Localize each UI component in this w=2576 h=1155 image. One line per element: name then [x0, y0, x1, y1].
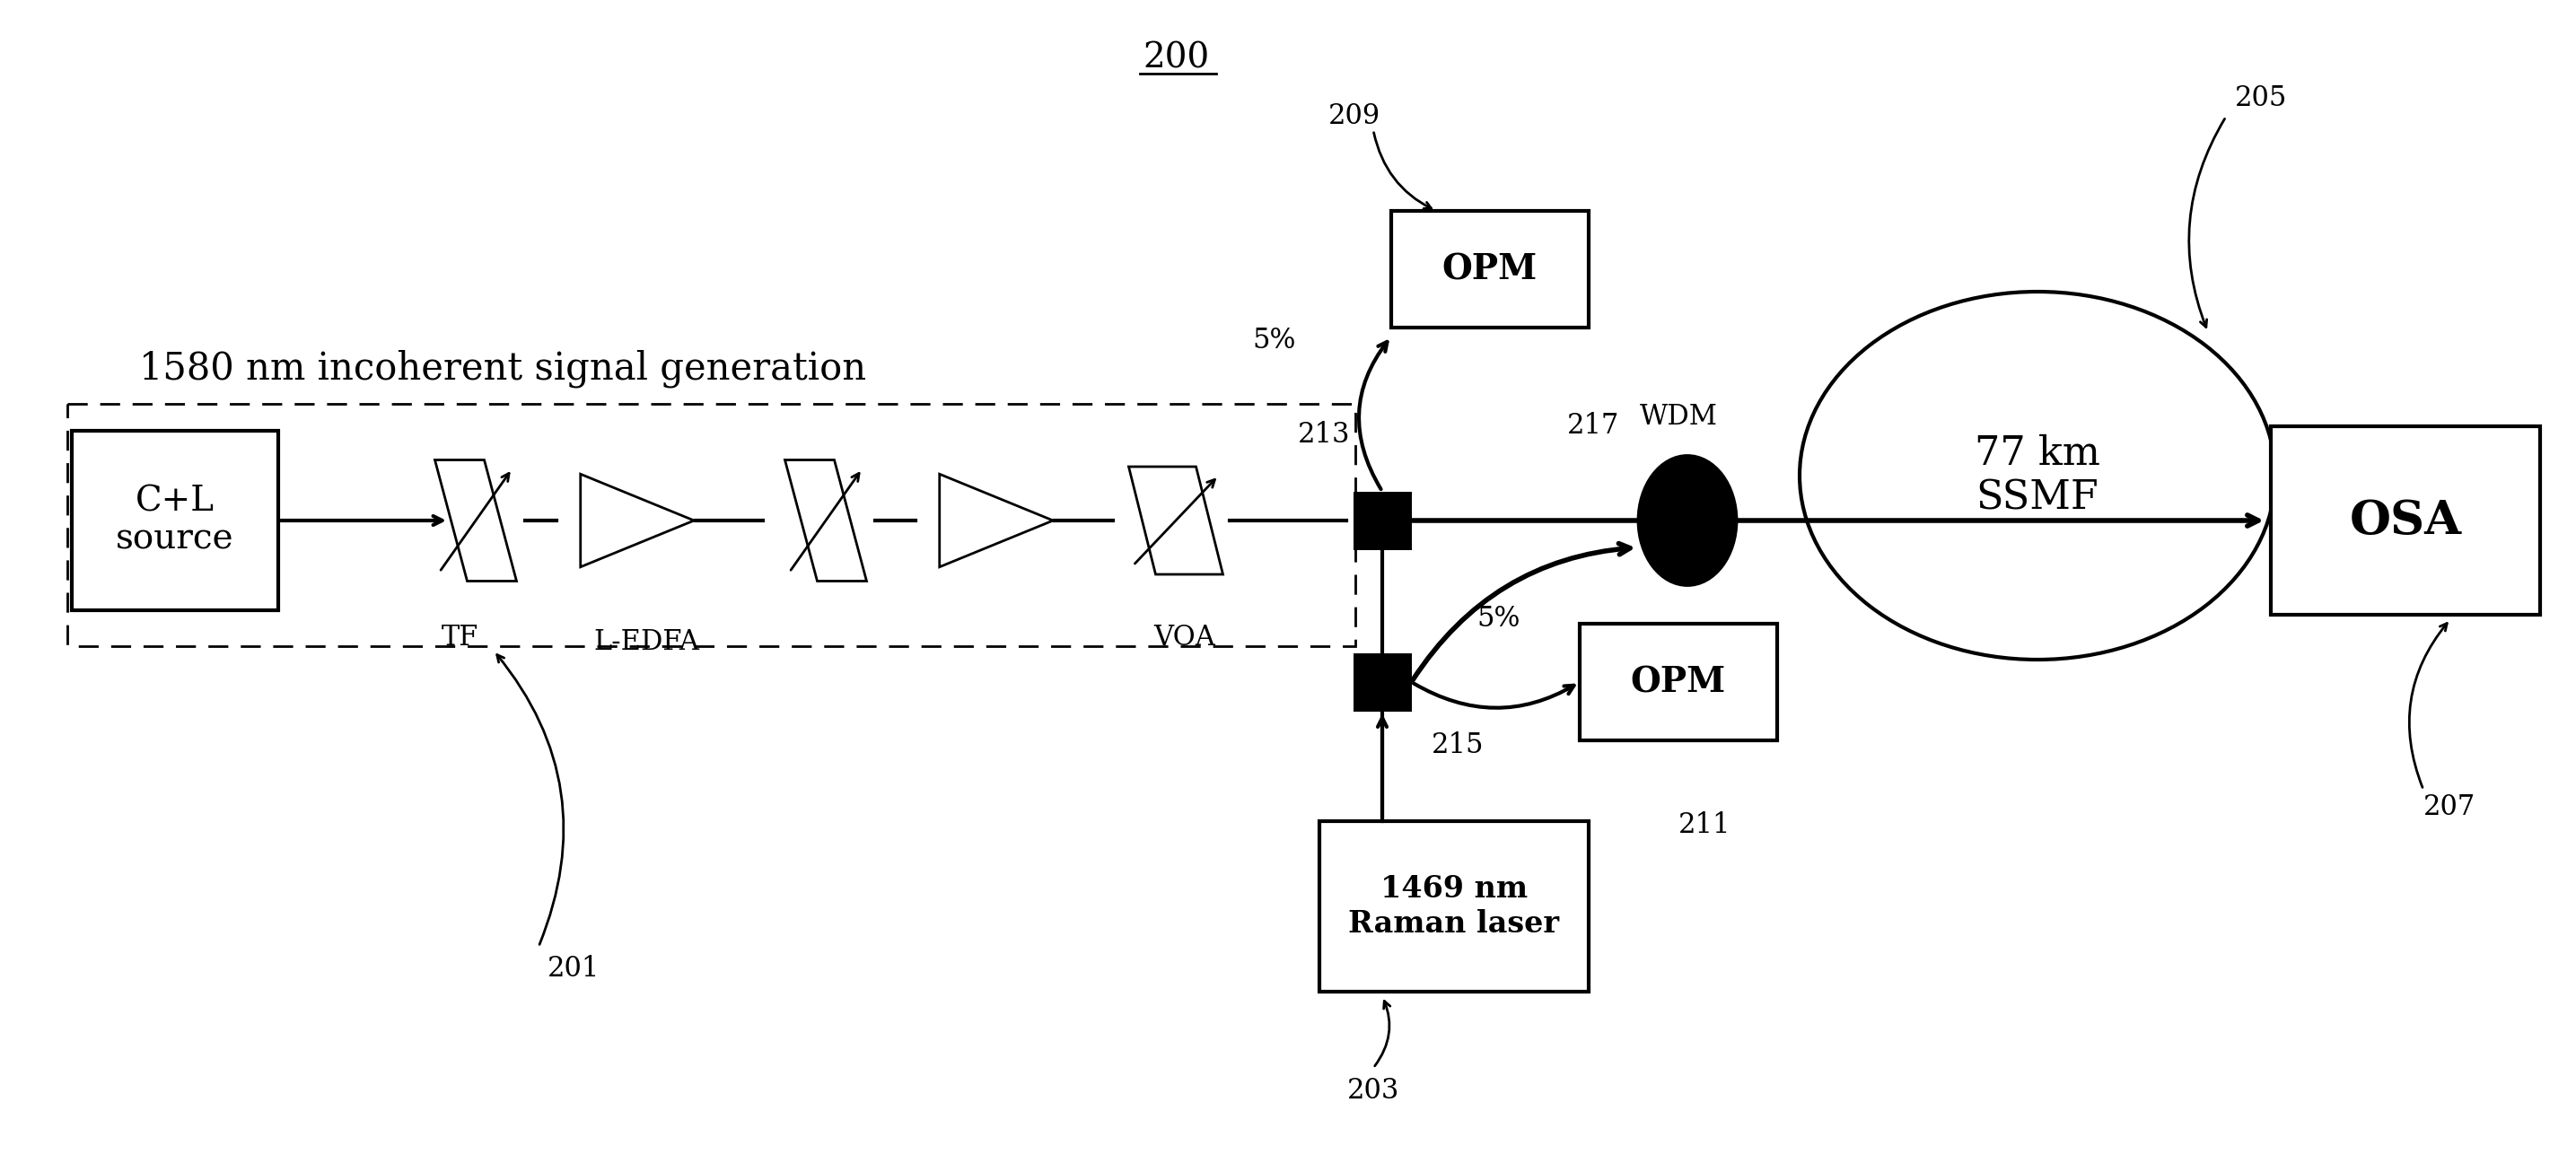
Text: TF: TF	[440, 624, 479, 651]
Text: 203: 203	[1347, 1076, 1399, 1104]
Text: 5%: 5%	[1476, 605, 1520, 633]
Polygon shape	[580, 474, 693, 567]
Bar	[1391, 211, 1589, 328]
Bar	[72, 431, 278, 610]
Bar	[67, 404, 1355, 646]
Text: 201: 201	[549, 955, 600, 983]
Text: 217: 217	[1566, 412, 1620, 440]
Text: 5%: 5%	[1252, 327, 1296, 355]
Text: OPM: OPM	[1631, 665, 1726, 699]
Bar	[1579, 624, 1777, 740]
Text: L-EDFA: L-EDFA	[592, 628, 698, 656]
Polygon shape	[1128, 467, 1224, 574]
Text: C+L
source: C+L source	[116, 485, 234, 557]
Text: 77 km
SSMF: 77 km SSMF	[1976, 434, 2099, 517]
Text: 207: 207	[2424, 793, 2476, 821]
Text: OSA: OSA	[2349, 498, 2463, 543]
Text: OPM: OPM	[1443, 252, 1538, 286]
Polygon shape	[435, 460, 518, 581]
Bar	[1319, 821, 1589, 992]
Bar	[1352, 491, 1412, 550]
Text: 213: 213	[1298, 420, 1350, 449]
Polygon shape	[786, 460, 866, 581]
Text: 205: 205	[2236, 84, 2287, 113]
Text: 209: 209	[1329, 103, 1381, 131]
Ellipse shape	[1638, 455, 1736, 586]
Bar	[1352, 653, 1412, 711]
Text: VOA: VOA	[1154, 624, 1216, 651]
Bar	[2272, 426, 2540, 614]
Polygon shape	[940, 474, 1054, 567]
Text: 1580 nm incoherent signal generation: 1580 nm incoherent signal generation	[139, 350, 866, 388]
Text: 1469 nm
Raman laser: 1469 nm Raman laser	[1350, 874, 1558, 938]
Ellipse shape	[1801, 292, 2275, 660]
Text: WDM: WDM	[1638, 403, 1718, 431]
Text: 211: 211	[1680, 812, 1731, 840]
Text: 200: 200	[1144, 42, 1208, 75]
Text: 215: 215	[1432, 731, 1484, 759]
